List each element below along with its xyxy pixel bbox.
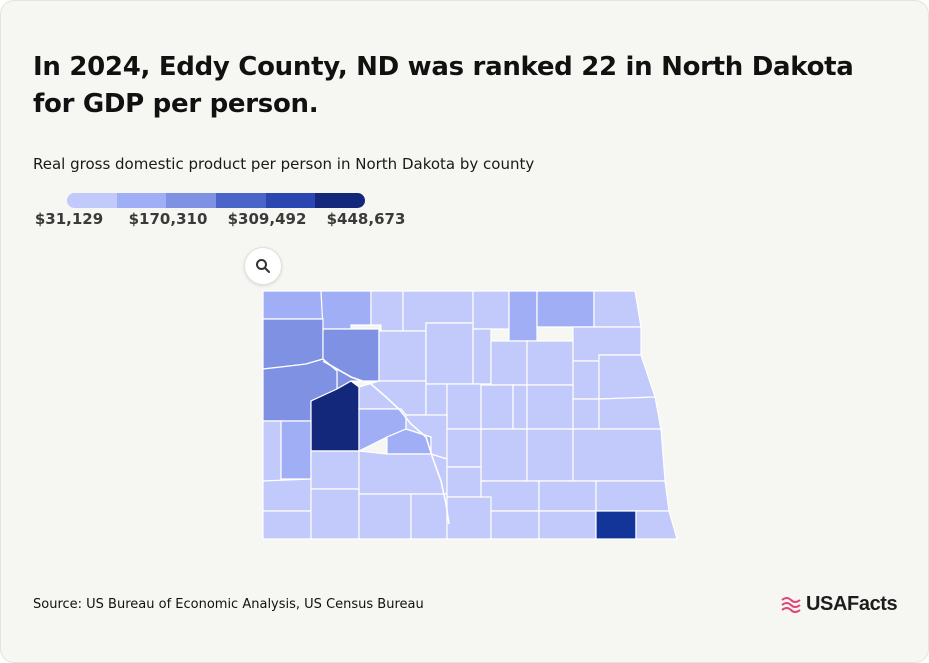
- color-legend-bar: [67, 193, 365, 208]
- county-renville[interactable]: [370, 290, 404, 332]
- legend-label-min: $31,129: [34, 210, 104, 228]
- legend-swatch-5: [265, 193, 316, 208]
- county-stutsman[interactable]: [480, 428, 528, 482]
- county-mchenry[interactable]: [425, 322, 474, 385]
- county-eddy[interactable]: [480, 384, 514, 430]
- county-griggs[interactable]: [526, 384, 574, 430]
- legend-label-3: $309,492: [227, 210, 307, 228]
- county-traill[interactable]: [598, 396, 662, 430]
- county-pembina[interactable]: [593, 290, 642, 328]
- county-rolette[interactable]: [472, 290, 510, 330]
- county-mcintosh[interactable]: [446, 496, 492, 540]
- map-subtitle: Real gross domestic product per person i…: [33, 155, 535, 173]
- county-adams[interactable]: [310, 488, 360, 540]
- county-nelson[interactable]: [572, 360, 600, 400]
- legend-swatch-1: [67, 193, 117, 208]
- county-cass[interactable]: [572, 428, 666, 482]
- county-kidder[interactable]: [446, 428, 482, 468]
- legend-swatch-6: [315, 193, 365, 208]
- county-golden-valley[interactable]: [262, 478, 312, 512]
- missouri-river: [322, 360, 450, 525]
- county-richland-north[interactable]: [595, 480, 670, 512]
- county-steele[interactable]: [572, 398, 600, 430]
- brand-name: USAFacts: [806, 593, 898, 615]
- page-title: In 2024, Eddy County, ND was ranked 22 i…: [33, 52, 854, 119]
- brand-logo: USAFacts: [780, 593, 898, 616]
- source-note: Source: US Bureau of Economic Analysis, …: [33, 597, 424, 612]
- county-barnes[interactable]: [526, 428, 574, 482]
- zoom-button[interactable]: [244, 247, 282, 285]
- county-sargent[interactable]: [538, 510, 597, 540]
- county-stark[interactable]: [280, 420, 312, 480]
- north-dakota-county-map: [262, 290, 678, 540]
- county-richland-east[interactable]: [635, 510, 678, 540]
- legend-swatch-3: [166, 193, 217, 208]
- county-ramsey[interactable]: [526, 340, 574, 386]
- legend-label-2: $170,310: [128, 210, 208, 228]
- search-icon: [256, 259, 270, 273]
- county-sioux[interactable]: [410, 493, 448, 540]
- county-benson[interactable]: [490, 340, 528, 386]
- county-pierce[interactable]: [472, 328, 492, 385]
- county-hettinger[interactable]: [310, 450, 360, 490]
- county-grant[interactable]: [358, 493, 412, 540]
- county-richland[interactable]: [595, 510, 637, 540]
- county-cavalier[interactable]: [536, 290, 595, 328]
- county-ransom[interactable]: [538, 480, 597, 512]
- county-foster[interactable]: [512, 384, 528, 430]
- county-burke[interactable]: [320, 290, 372, 330]
- county-logan[interactable]: [446, 466, 482, 498]
- county-dickey[interactable]: [490, 510, 540, 540]
- county-bowman[interactable]: [262, 510, 312, 540]
- legend-swatch-4: [216, 193, 266, 208]
- legend-label-max: $448,673: [326, 210, 406, 228]
- legend-swatch-2: [116, 193, 167, 208]
- county-morton[interactable]: [358, 450, 448, 495]
- county-grand-forks[interactable]: [598, 354, 656, 400]
- county-ward[interactable]: [378, 330, 427, 382]
- county-towner[interactable]: [508, 290, 538, 342]
- county-wells[interactable]: [446, 383, 482, 430]
- county-billings[interactable]: [262, 420, 282, 482]
- flag-icon: [781, 596, 801, 613]
- county-divide[interactable]: [262, 290, 324, 320]
